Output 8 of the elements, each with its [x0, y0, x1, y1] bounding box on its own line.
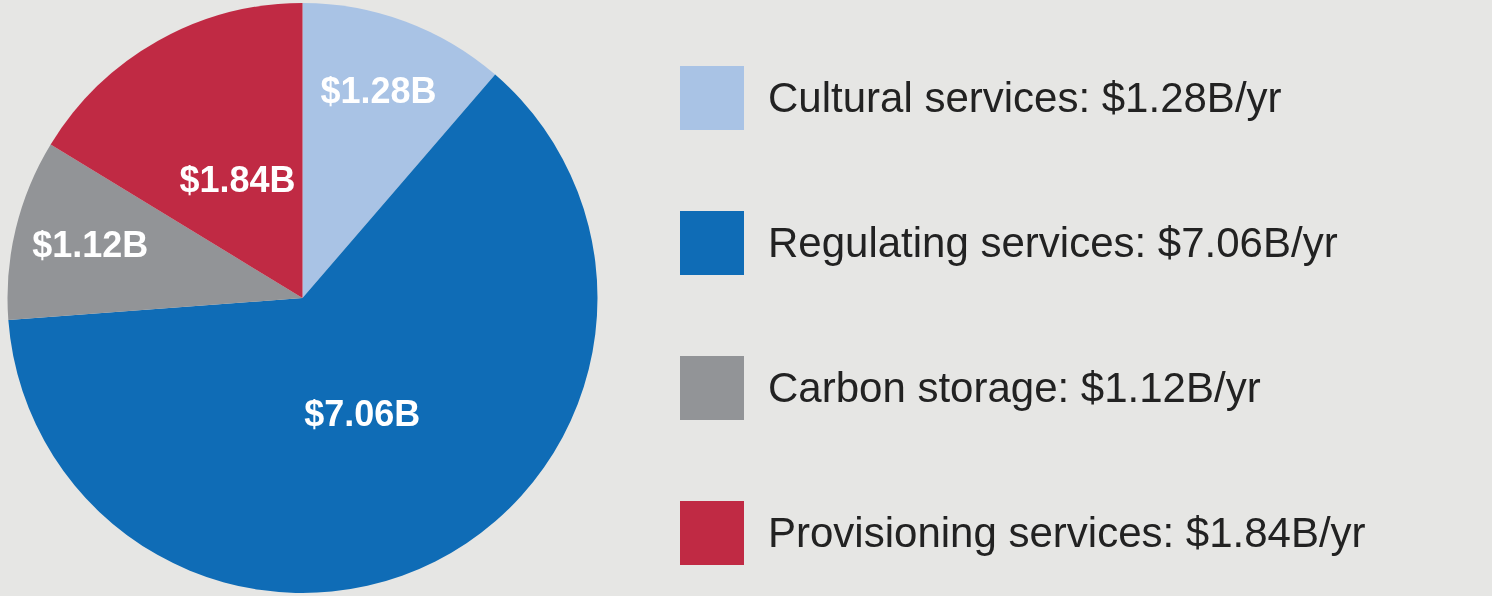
- legend-label: Provisioning services: $1.84B/yr: [768, 509, 1366, 557]
- legend-label: Cultural services: $1.28B/yr: [768, 74, 1282, 122]
- legend-label: Regulating services: $7.06B/yr: [768, 219, 1338, 267]
- data-label: $7.06B: [304, 393, 421, 435]
- legend-label: Carbon storage: $1.12B/yr: [768, 364, 1261, 412]
- data-label: $1.28B: [320, 70, 437, 112]
- data-label: $1.12B: [32, 223, 149, 265]
- data-label: $1.84B: [179, 159, 296, 201]
